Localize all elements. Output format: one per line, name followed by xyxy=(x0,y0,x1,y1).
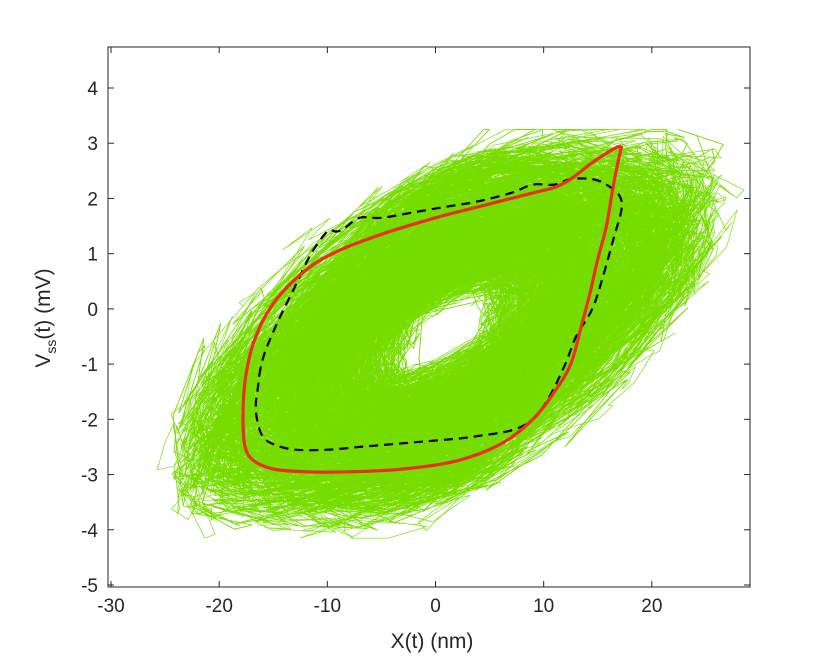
cycle-layer xyxy=(241,144,624,474)
y-tick-label: -2 xyxy=(81,410,98,431)
trajectory-line xyxy=(329,219,566,443)
y-tick-label: 1 xyxy=(87,245,98,266)
y-axis-label-rest: (t) (mV) xyxy=(32,268,55,339)
y-axis-label-subscript: ss xyxy=(43,340,59,354)
trajectory-line xyxy=(314,204,578,463)
y-tick-label: -4 xyxy=(81,521,98,542)
y-tick-label: 4 xyxy=(87,79,98,100)
x-tick-label: 0 xyxy=(430,596,441,617)
trajectory-line xyxy=(346,212,541,454)
y-tick-label: -1 xyxy=(81,355,98,376)
x-tick-label: -30 xyxy=(97,596,124,617)
trajectory-line xyxy=(383,231,517,431)
trajectory-line xyxy=(327,129,551,523)
trajectory-line xyxy=(382,242,516,429)
y-axis-label: Vss(t) (mV) xyxy=(32,268,59,367)
trajectory-line xyxy=(261,222,624,438)
trajectory-line xyxy=(358,249,545,421)
trajectory-line xyxy=(320,258,569,403)
x-tick-label: 10 xyxy=(533,596,554,617)
x-tick-label: -20 xyxy=(205,596,232,617)
trajectory-line xyxy=(314,204,583,446)
trajectory-line xyxy=(274,210,627,453)
trajectory-layer xyxy=(156,128,745,539)
trajectory-line xyxy=(172,156,698,521)
trajectory-line xyxy=(334,213,548,445)
trajectory-line xyxy=(355,206,539,452)
trajectory-line xyxy=(339,259,549,408)
y-axis-label-main: V xyxy=(32,354,55,368)
trajectory-line xyxy=(198,129,724,527)
trajectory-line xyxy=(183,158,720,487)
trajectory-line xyxy=(296,200,597,462)
trajectory-line xyxy=(362,254,535,412)
trajectory-line xyxy=(282,238,615,417)
trajectory-line xyxy=(390,244,499,414)
y-tick-label: 3 xyxy=(87,134,98,155)
trajectory-line xyxy=(360,256,528,411)
y-tick-label: -5 xyxy=(81,576,98,597)
plot-area-frame xyxy=(107,46,751,588)
trajectory-line xyxy=(384,257,496,408)
trajectory-line xyxy=(279,214,611,443)
trajectory-line xyxy=(278,216,612,448)
trajectory-line xyxy=(354,242,529,419)
trajectory-line xyxy=(335,263,562,404)
trajectory-line xyxy=(313,250,573,415)
trajectory-line xyxy=(340,255,559,406)
x-tick-label: -10 xyxy=(314,596,341,617)
dashed-cycle-line xyxy=(254,177,624,452)
y-tick-label: -3 xyxy=(81,466,98,487)
trajectory-line xyxy=(368,212,517,445)
x-axis-label: X(t) (nm) xyxy=(391,630,474,653)
trajectory-line xyxy=(296,201,596,461)
trajectory-line xyxy=(373,223,517,439)
y-tick-label: 0 xyxy=(87,300,98,321)
x-tick-label: 20 xyxy=(641,596,662,617)
trajectory-line xyxy=(336,201,557,457)
trajectory-line xyxy=(346,273,539,389)
y-tick-label: 2 xyxy=(87,189,98,210)
trajectory-line xyxy=(294,208,601,452)
trajectory-line xyxy=(374,228,518,437)
limit-cycle-line xyxy=(241,144,624,474)
trajectory-line xyxy=(398,218,514,444)
